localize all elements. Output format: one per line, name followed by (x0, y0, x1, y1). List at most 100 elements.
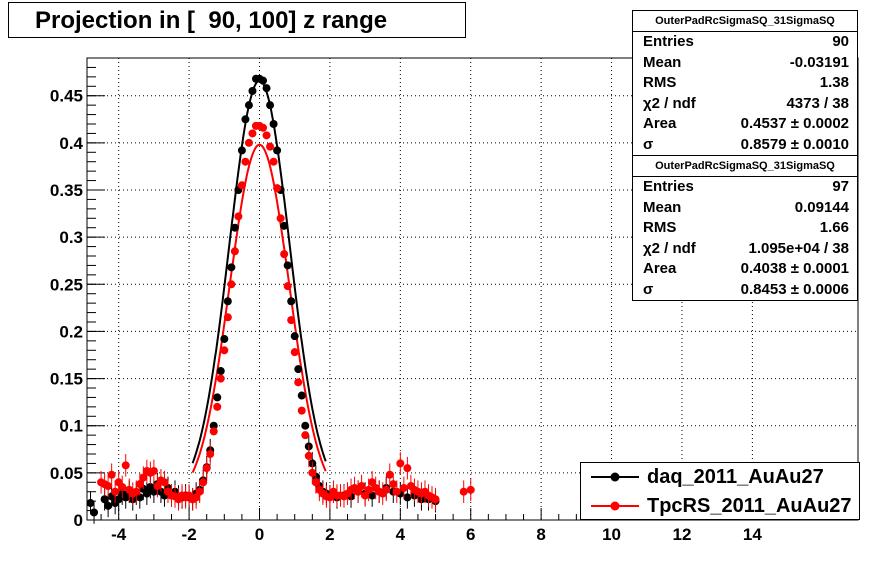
data-point (248, 129, 257, 138)
y-tick-label: 0.2 (59, 322, 83, 341)
y-tick-label: 0.35 (50, 181, 83, 200)
x-tick-label: 12 (673, 525, 692, 544)
stats-value: 0.09144 (794, 198, 849, 216)
data-point (403, 464, 412, 473)
stats-row-rms: RMS 1.38 (633, 73, 857, 94)
legend-label: TpcRS_2011_AuAu27 (647, 495, 852, 517)
stats-value: -0.03191 (789, 53, 849, 71)
fit-curve-0 (191, 79, 327, 464)
data-point (466, 485, 475, 494)
stats-row-entries: Entries 90 (633, 32, 857, 53)
axis-ticks: -4 -2 0 2 4 6 8 10 12 14 0 0.05 0.1 0.15 0.2 0.25 0.3 0.3… (50, 66, 841, 544)
data-point (149, 466, 158, 475)
data-point (459, 487, 468, 496)
stats-value: 0.8579 ± 0.0010 (740, 135, 849, 153)
data-point (266, 101, 275, 110)
stats-box-daq: OuterPadRcSigmaSQ_31SigmaSQ Entries 90 Me… (632, 10, 858, 156)
data-point (396, 459, 405, 468)
data-point (273, 184, 282, 193)
stats-value: 1.38 (819, 74, 849, 91)
stats-value: 1.095e+04 / 38 (748, 239, 849, 257)
data-point (262, 131, 271, 140)
data-point (223, 297, 232, 306)
data-point (199, 478, 208, 487)
y-tick-label: 0.25 (50, 275, 83, 294)
data-point (135, 480, 144, 489)
data-point (382, 485, 391, 494)
data-point (132, 487, 141, 496)
data-point (209, 427, 218, 436)
plot-frame (86, 57, 859, 521)
data-point (248, 87, 257, 95)
x-tick-label: -4 (111, 525, 127, 544)
stats-label: χ2 / ndf (643, 239, 696, 257)
stats-row-mean: Mean 0.09144 (633, 198, 857, 219)
stats-header: OuterPadRcSigmaSQ_31SigmaSQ (633, 156, 857, 177)
y-tick-label: 0.15 (50, 370, 83, 389)
data-point (297, 391, 306, 400)
data-point (241, 115, 250, 124)
stats-label: σ (643, 135, 654, 153)
data-point (294, 378, 303, 387)
data-point (139, 473, 148, 482)
data-point (403, 493, 412, 502)
data-point (90, 508, 99, 517)
data-point (86, 499, 95, 508)
data-point (220, 346, 229, 355)
data-point (301, 421, 310, 430)
data-point (287, 297, 296, 306)
data-point (262, 84, 271, 93)
stats-value: 97 (832, 178, 849, 195)
data-point (244, 101, 253, 110)
data-point (202, 464, 211, 473)
legend-marker-red (591, 501, 639, 511)
x-tick-label: 10 (602, 525, 621, 544)
data-point (142, 489, 151, 498)
data-point (213, 393, 222, 402)
data-point (290, 332, 299, 341)
data-point (308, 468, 317, 477)
stats-row-mean: Mean -0.03191 (633, 53, 857, 74)
data-point (195, 487, 204, 496)
stats-label: Mean (643, 198, 682, 216)
data-point (160, 478, 169, 487)
data-point (283, 282, 292, 291)
stats-row-sigma: σ 0.8453 ± 0.0006 (633, 280, 857, 301)
data-point (297, 406, 306, 415)
fit-curve-1 (191, 143, 327, 474)
legend-marker-black (591, 472, 639, 482)
data-point (213, 402, 222, 411)
stats-label: RMS (643, 74, 677, 91)
data-point (280, 221, 289, 230)
y-tick-label: 0.3 (59, 228, 83, 247)
legend-label: daq_2011_AuAu27 (647, 466, 824, 488)
data-point (399, 483, 408, 492)
stats-label: σ (643, 280, 654, 298)
data-point (227, 263, 236, 272)
data-point (241, 157, 250, 166)
stats-row-rms: RMS 1.66 (633, 218, 857, 239)
y-tick-label: 0 (74, 511, 83, 530)
data-point (244, 138, 253, 147)
data-point (118, 483, 127, 491)
data-point (266, 142, 275, 151)
data-point (311, 478, 320, 487)
data-point (206, 450, 215, 458)
y-tick-label: 0.4 (59, 134, 83, 153)
stats-row-chi2: χ2 / ndf 1.095e+04 / 38 (633, 239, 857, 260)
x-tick-label: 6 (466, 525, 475, 544)
data-point (269, 120, 278, 128)
y-tick-label: 0.05 (50, 464, 83, 483)
data-point (237, 181, 246, 190)
stats-label: Entries (643, 33, 694, 50)
stats-row-sigma: σ 0.8579 ± 0.0010 (633, 135, 857, 156)
data-point (304, 451, 313, 460)
x-tick-label: 4 (396, 525, 406, 544)
data-point (230, 223, 239, 232)
stats-value: 4373 / 38 (786, 94, 849, 112)
data-point (357, 482, 366, 491)
x-tick-label: 14 (743, 525, 762, 544)
data-point (294, 365, 303, 374)
data-point (392, 487, 401, 496)
